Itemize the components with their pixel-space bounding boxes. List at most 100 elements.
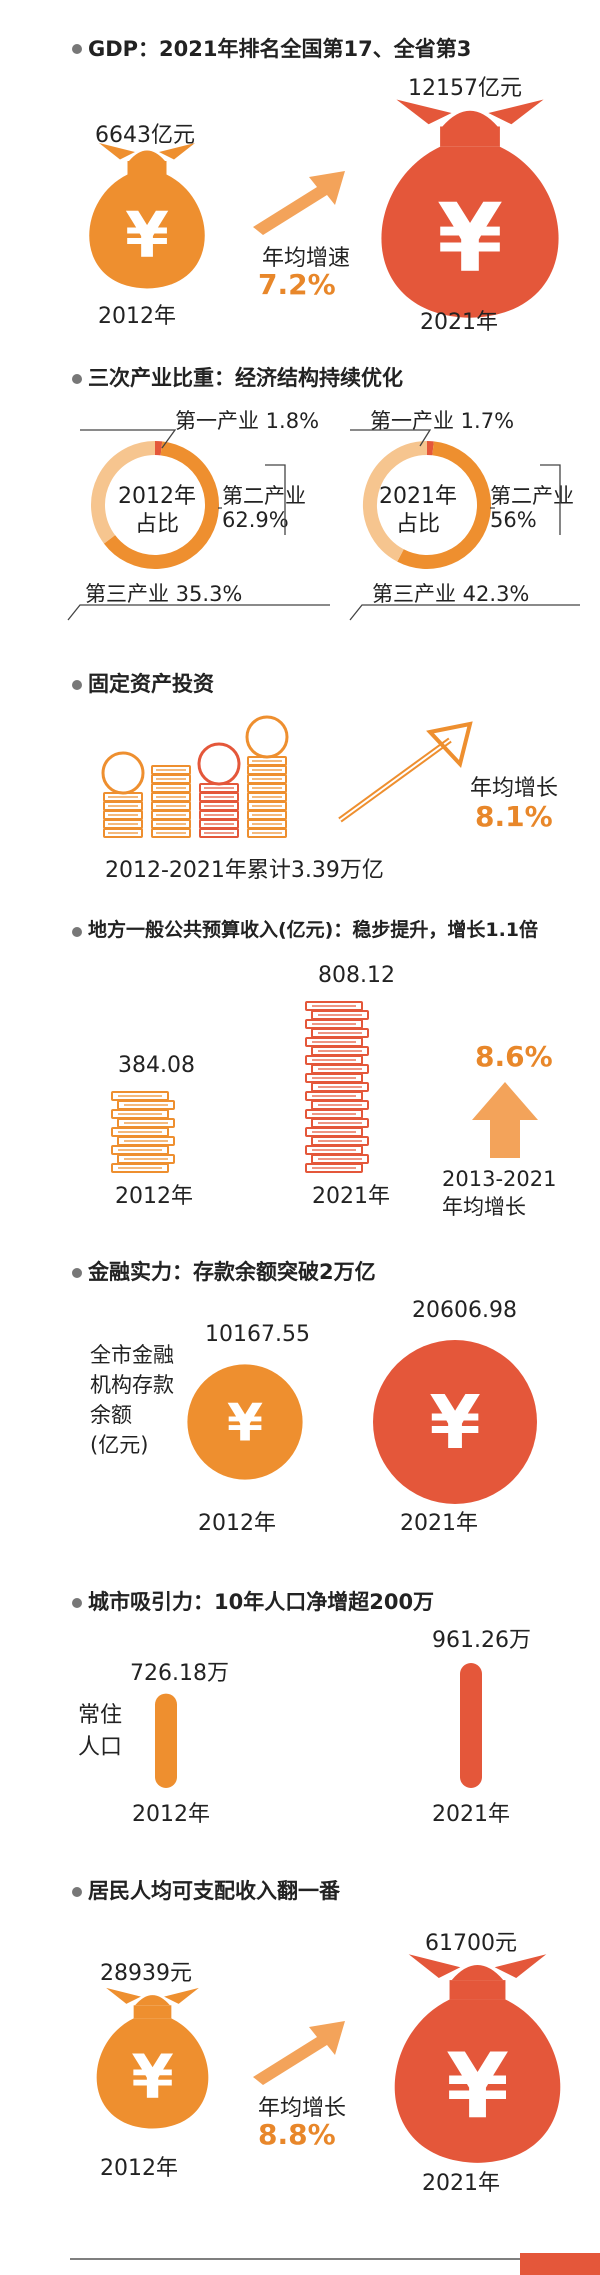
industry-2012-second-value: 62.9%: [222, 508, 289, 532]
coin-stack: [245, 715, 289, 838]
side-line: 常住: [78, 1703, 123, 1728]
coin-stack-icon: [101, 715, 289, 838]
population-2021-year: 2021年: [432, 1802, 510, 1827]
income-growth-label: 年均增长: [258, 2096, 347, 2121]
yuan-coin: [373, 1340, 537, 1504]
industry-2012-center: 2012年 占比: [118, 483, 196, 539]
growth-period: 2013-2021: [442, 1167, 557, 1191]
population-2021-value: 961.26万: [432, 1628, 531, 1653]
industry-2012-third: 第三产业 35.3%: [85, 582, 243, 606]
investment-caption: 2012-2021年累计3.39万亿: [105, 858, 384, 883]
population-bar: [460, 1663, 482, 1788]
budget-stack: [305, 1001, 369, 1173]
center-year: 2012年: [118, 484, 196, 509]
side-line: 机构存款: [90, 1373, 174, 1397]
bag-shape: ¥: [394, 1954, 561, 2163]
bullet-icon: [72, 44, 82, 54]
footer-rule: [70, 2253, 600, 2275]
yuan-bag-icon: ¥: [381, 99, 559, 318]
gdp-2021-year: 2021年: [420, 310, 498, 335]
budget-stack: [111, 1091, 175, 1173]
bag-shape: ¥: [96, 1987, 209, 2129]
industry-2021-second-value: 56%: [490, 508, 537, 532]
yuan-bag-icon: ¥: [89, 143, 205, 289]
yuan-symbol: ¥: [131, 2042, 173, 2113]
gdp-2012-value: 6643亿元: [95, 123, 195, 148]
side-line: 余额: [90, 1403, 132, 1427]
investment-growth-label: 年均增长: [470, 776, 559, 801]
side-line: (亿元): [90, 1433, 149, 1457]
coin-stack: [101, 751, 145, 838]
arrow-up-right-icon: [253, 171, 345, 235]
section-title: 地方一般公共预算收入(亿元)：稳步提升，增长1.1倍: [88, 919, 539, 941]
section-title: 居民人均可支配收入翻一番: [88, 1879, 340, 1903]
finance-2012-year: 2012年: [198, 1511, 276, 1536]
income-2021-value: 61700元: [425, 1931, 517, 1956]
industry-2021-first: 第一产业 1.7%: [370, 409, 515, 433]
industry-2012-second-label: 第二产业: [222, 484, 306, 508]
section-title: 金融实力：存款余额突破2万亿: [88, 1260, 376, 1284]
budget-2021-year: 2021年: [312, 1184, 390, 1209]
bullet-icon: [72, 680, 82, 690]
bullet-icon: [72, 1268, 82, 1278]
section-title: 固定资产投资: [88, 672, 214, 696]
industry-leader-lines: [67, 429, 580, 621]
industry-2012-ring: [91, 441, 219, 569]
growth-text: 年均增长: [442, 1195, 526, 1219]
budget-growth-label: 2013-2021 年均增长: [442, 1165, 556, 1221]
industry-2021-center: 2021年 占比: [379, 483, 457, 539]
yuan-symbol: ¥: [125, 199, 169, 272]
budget-2012-year: 2012年: [115, 1184, 193, 1209]
finance-2021-year: 2021年: [400, 1511, 478, 1536]
ring-slice: [91, 441, 156, 544]
bullet-icon: [72, 1598, 82, 1608]
industry-2021-third: 第三产业 42.3%: [372, 582, 530, 606]
ring-slice: [103, 441, 219, 569]
industry-2021-ring: [363, 441, 491, 569]
bag-shape: ¥: [89, 143, 205, 289]
center-label: 占比: [134, 512, 179, 537]
gdp-2012-year: 2012年: [98, 304, 176, 329]
yuan-symbol: ¥: [429, 1380, 480, 1466]
income-growth-value: 8.8%: [258, 2118, 336, 2151]
yuan-bag-icon: ¥: [394, 1954, 561, 2163]
yuan-symbol: ¥: [446, 2035, 509, 2140]
side-line: 人口: [78, 1735, 123, 1760]
section-title: GDP：2021年排名全国第17、全省第3: [88, 37, 472, 61]
center-year: 2021年: [379, 484, 457, 509]
bullet-icon: [72, 927, 82, 937]
budget-stacks: [111, 1001, 369, 1173]
income-2012-year: 2012年: [100, 2156, 178, 2181]
finance-side-label: 全市金融 机构存款 余额 (亿元): [90, 1340, 174, 1460]
finance-2021-value: 20606.98: [412, 1298, 517, 1323]
population-2012-value: 726.18万: [130, 1661, 229, 1686]
bullet-icon: [72, 374, 82, 384]
budget-2012-value: 384.08: [118, 1053, 195, 1078]
side-line: 全市金融: [90, 1343, 174, 1367]
yuan-coin-icon: ¥ ¥: [187, 1340, 537, 1504]
ring-slice: [397, 441, 491, 569]
income-2012-value: 28939元: [100, 1961, 192, 1986]
arrow-up-right-icon: [338, 721, 473, 823]
yuan-symbol: ¥: [437, 184, 503, 294]
center-label: 占比: [395, 512, 440, 537]
investment-growth-value: 8.1%: [475, 800, 553, 833]
gdp-growth-label: 年均增速: [262, 246, 351, 271]
arrow-up-right-icon: [253, 2021, 345, 2085]
coin-stack: [151, 765, 191, 838]
gdp-growth-value: 7.2%: [258, 268, 336, 301]
budget-growth-value: 8.6%: [475, 1040, 553, 1073]
population-bars: [155, 1663, 482, 1788]
population-2012-year: 2012年: [132, 1802, 210, 1827]
bullet-icon: [72, 1887, 82, 1897]
coin-stack: [197, 742, 241, 838]
ring-slice: [363, 441, 428, 562]
population-side-label: 常住 人口: [78, 1700, 122, 1764]
gdp-2021-value: 12157亿元: [408, 76, 522, 101]
section-title: 城市吸引力：10年人口净增超200万: [88, 1590, 435, 1614]
industry-2012-first: 第一产业 1.8%: [175, 409, 320, 433]
budget-2021-value: 808.12: [318, 963, 395, 988]
population-bar: [155, 1693, 177, 1788]
section-title: 三次产业比重：经济结构持续优化: [88, 366, 403, 390]
income-2021-year: 2021年: [422, 2171, 500, 2196]
